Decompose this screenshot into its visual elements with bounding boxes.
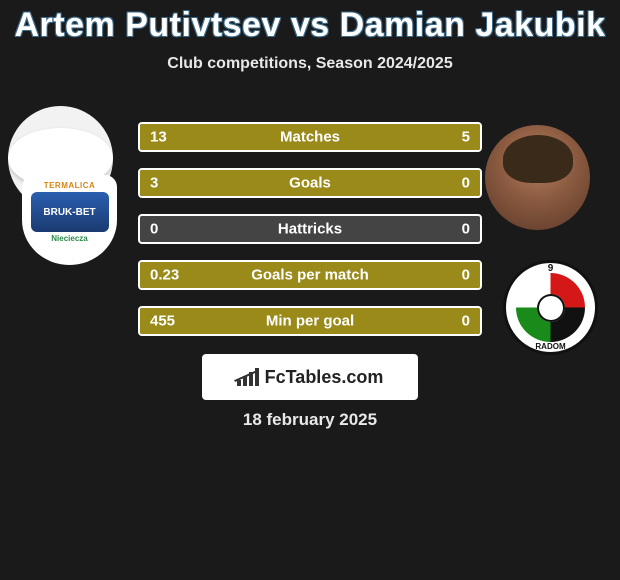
stat-left-value: 0.23 xyxy=(150,267,179,284)
stat-fill-left xyxy=(140,124,385,150)
stat-right-value: 0 xyxy=(462,267,470,284)
player1-name: Artem Putivtsev xyxy=(15,6,281,44)
club1-bottom-text: Nieciecza xyxy=(51,234,87,243)
club1-top-text: TERMALICA xyxy=(44,181,96,190)
stat-label: Min per goal xyxy=(266,313,354,330)
subtitle: Club competitions, Season 2024/2025 xyxy=(0,55,620,73)
stat-right-value: 0 xyxy=(462,313,470,330)
bar-chart-icon xyxy=(237,368,259,386)
stat-left-value: 13 xyxy=(150,129,167,146)
club1-mid-text: BRUK-BET xyxy=(31,192,109,232)
player2-club-badge: 9 RADOM xyxy=(503,260,598,355)
stat-row-min-per-goal: 455 Min per goal 0 xyxy=(138,306,482,336)
player2-avatar xyxy=(485,125,590,230)
ball-icon xyxy=(537,294,565,322)
stat-label: Matches xyxy=(280,129,340,146)
player1-club-badge: TERMALICA BRUK-BET Nieciecza xyxy=(22,175,117,270)
stats-panel: 13 Matches 5 3 Goals 0 0 Hattricks 0 0.2… xyxy=(138,122,482,352)
stat-row-matches: 13 Matches 5 xyxy=(138,122,482,152)
brand-badge: FcTables.com xyxy=(202,354,418,400)
brand-text: FcTables.com xyxy=(265,367,384,388)
stat-left-value: 455 xyxy=(150,313,175,330)
page-title: Artem Putivtsev vs Damian Jakubik xyxy=(0,0,620,45)
stat-row-hattricks: 0 Hattricks 0 xyxy=(138,214,482,244)
stat-left-value: 0 xyxy=(150,221,158,238)
shield-icon: TERMALICA BRUK-BET Nieciecza xyxy=(22,175,117,265)
stat-label: Goals xyxy=(289,175,331,192)
stat-row-goals-per-match: 0.23 Goals per match 0 xyxy=(138,260,482,290)
stat-right-value: 0 xyxy=(462,221,470,238)
vs-text: vs xyxy=(291,6,330,44)
stat-right-value: 5 xyxy=(462,129,470,146)
club2-wheel-icon xyxy=(516,273,585,342)
date-text: 18 february 2025 xyxy=(0,410,620,430)
club2-bottom-text: RADOM xyxy=(506,342,595,351)
stat-left-value: 3 xyxy=(150,175,158,192)
stat-label: Goals per match xyxy=(251,267,369,284)
stat-label: Hattricks xyxy=(278,221,342,238)
stat-right-value: 0 xyxy=(462,175,470,192)
player2-name: Damian Jakubik xyxy=(340,6,606,44)
comparison-card: Artem Putivtsev vs Damian Jakubik Club c… xyxy=(0,0,620,580)
stat-row-goals: 3 Goals 0 xyxy=(138,168,482,198)
